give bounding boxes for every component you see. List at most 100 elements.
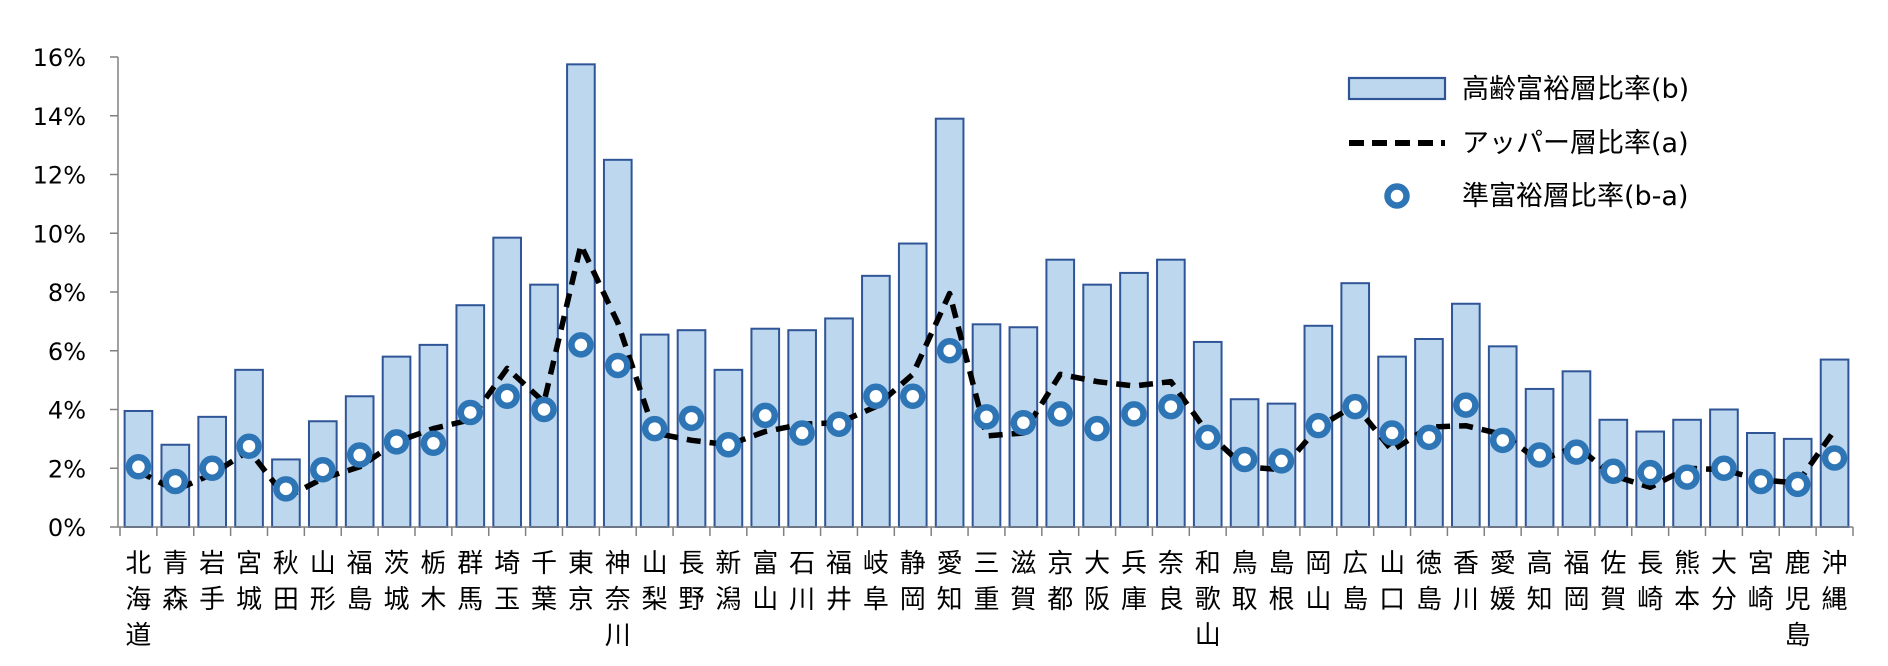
marker-point <box>1453 392 1479 418</box>
category-label: 山 <box>752 585 778 615</box>
marker-point <box>1268 448 1295 474</box>
marker-point <box>1600 458 1627 484</box>
category-label: 山 <box>642 549 668 579</box>
y-tick-label: 12% <box>33 162 86 190</box>
category-label: 新 <box>715 549 741 579</box>
bar <box>1119 271 1149 528</box>
category-label: 手 <box>199 585 225 615</box>
marker-point <box>1748 468 1774 495</box>
category-label: 媛 <box>1490 585 1516 615</box>
category-label: 重 <box>973 585 999 615</box>
y-tick-label: 0% <box>48 514 86 542</box>
category-label: 島 <box>1268 549 1294 579</box>
category-label: 岡 <box>1563 585 1589 615</box>
category-label: 三 <box>973 549 999 579</box>
marker-point <box>1821 445 1848 471</box>
category-label: 青 <box>162 549 188 579</box>
category-label: 宮 <box>236 549 262 579</box>
category-label: 道 <box>125 621 151 651</box>
marker-point <box>1231 446 1258 473</box>
category-label: 井 <box>826 585 852 615</box>
legend-label-marker: 準富裕層比率(b-a) <box>1462 181 1689 212</box>
y-tick-label: 10% <box>33 220 86 248</box>
marker-point <box>973 404 1000 430</box>
category-label: 京 <box>568 585 594 615</box>
category-label: 石 <box>789 549 815 579</box>
y-tick-label: 6% <box>48 338 86 366</box>
category-label: 福 <box>1563 549 1589 579</box>
category-label: 香 <box>1453 549 1479 579</box>
marker-point <box>125 454 152 480</box>
category-label: 野 <box>679 585 705 615</box>
category-label: 玉 <box>494 585 520 615</box>
legend: 高齢富裕層比率(b) アッパー層比率(a) 準富裕層比率(b-a) <box>1347 74 1689 212</box>
category-label: 熊 <box>1674 549 1700 579</box>
marker-point <box>346 442 373 468</box>
category-label: 葉 <box>531 585 557 615</box>
marker-point <box>678 405 705 432</box>
marker-point <box>494 383 520 410</box>
category-label: 愛 <box>1490 549 1516 579</box>
category-label: 高 <box>1527 549 1553 579</box>
category-label: 大 <box>1711 549 1737 579</box>
marker-point <box>789 420 815 446</box>
marker-point <box>715 432 742 458</box>
category-label: 鹿 <box>1785 549 1811 579</box>
legend-swatch-marker <box>1384 183 1410 209</box>
category-label: 阪 <box>1084 585 1110 615</box>
category-label: 知 <box>1527 585 1553 615</box>
marker-point <box>826 411 852 437</box>
y-tick-label: 4% <box>48 397 86 425</box>
category-label: 本 <box>1674 585 1700 615</box>
category-label: 富 <box>752 549 778 579</box>
category-label: 埼 <box>494 549 520 579</box>
markers <box>125 332 1848 502</box>
category-label: 鳥 <box>1232 549 1258 579</box>
marker-point <box>383 429 410 455</box>
category-label: 千 <box>531 549 557 579</box>
marker-point <box>1305 412 1332 439</box>
category-label: 福 <box>826 549 852 579</box>
marker-point <box>936 338 963 364</box>
category-label: 分 <box>1711 585 1737 615</box>
category-label: 岐 <box>863 549 889 579</box>
marker-point <box>273 476 299 502</box>
category-label: 知 <box>937 585 963 615</box>
category-label: 秋 <box>273 549 299 579</box>
category-label: 阜 <box>863 585 889 615</box>
marker-point <box>1084 415 1110 442</box>
marker-point <box>1416 424 1442 451</box>
legend-label-bar: 高齢富裕層比率(b) <box>1462 74 1689 105</box>
marker-point <box>1637 459 1663 486</box>
category-label: 川 <box>1453 585 1479 615</box>
marker-point <box>162 468 189 495</box>
category-label: 城 <box>236 585 262 615</box>
category-label: 沖 <box>1822 549 1848 579</box>
category-label: 賀 <box>1600 585 1626 615</box>
marker-point <box>1121 401 1147 427</box>
category-label: 奈 <box>605 585 631 615</box>
category-label: 京 <box>1047 549 1073 579</box>
category-label: 群 <box>457 549 483 579</box>
bar <box>971 323 1002 528</box>
marker-point <box>1526 442 1553 468</box>
legend-swatch-bar <box>1347 76 1447 101</box>
y-tick-label: 2% <box>48 455 86 483</box>
marker-point <box>1047 401 1073 427</box>
category-label: 山 <box>1305 585 1331 615</box>
category-label: 島 <box>1416 585 1442 615</box>
category-label: 福 <box>347 549 373 579</box>
category-label: 和 <box>1195 549 1221 579</box>
category-label: 海 <box>125 585 151 615</box>
marker-point <box>863 383 889 410</box>
marker-point <box>310 456 336 483</box>
category-label: 島 <box>1785 621 1811 651</box>
category-label: 川 <box>605 621 631 651</box>
marker-point <box>641 415 668 442</box>
category-label: 川 <box>789 585 815 615</box>
category-label: 崎 <box>1748 585 1774 615</box>
category-label: 島 <box>1342 585 1368 615</box>
y-tick-label: 14% <box>33 103 86 131</box>
category-label: 徳 <box>1416 549 1442 579</box>
